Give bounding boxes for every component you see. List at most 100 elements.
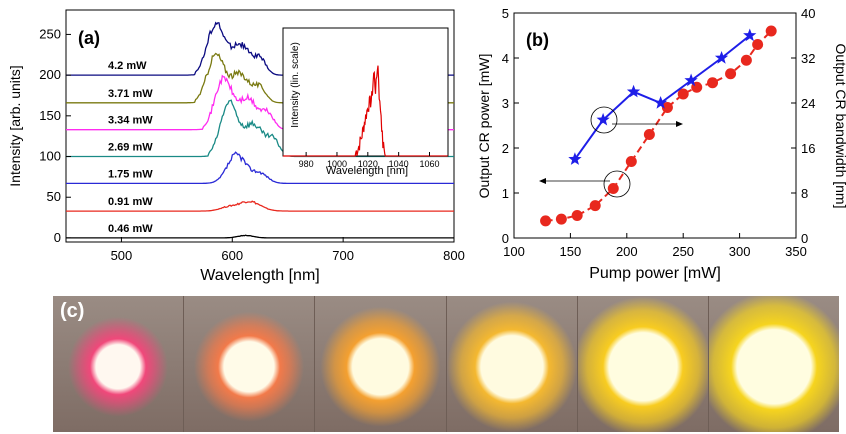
data-point bbox=[607, 183, 619, 194]
y-tick-label: 2 bbox=[502, 141, 509, 156]
x-tick-label: 250 bbox=[672, 244, 694, 259]
inset-x-tick-label: 1020 bbox=[358, 159, 378, 169]
data-point bbox=[568, 152, 582, 165]
x-tick-label: 200 bbox=[616, 244, 638, 259]
series-label: 3.71 mW bbox=[108, 88, 153, 100]
beam-photo bbox=[445, 296, 577, 432]
y2-tick-label: 24 bbox=[801, 96, 815, 111]
panel-b-chart: 100 150 200 250 300 350 0 1 2 3 4 5 0 8 16 24 32 40 Pum… bbox=[476, 6, 846, 282]
panel-a-chart: 0.46 mW 0.91 mW 1.75 mW 2.69 mW 3.34 mW 3.71 … bbox=[7, 9, 465, 284]
series-label: 1.75 mW bbox=[108, 168, 153, 180]
panel-b-y-ticks: 0 1 2 3 4 5 bbox=[502, 6, 519, 246]
y-tick-label: 5 bbox=[502, 6, 509, 21]
y-tick-label: 100 bbox=[39, 149, 61, 164]
y2-tick-label: 8 bbox=[801, 186, 808, 201]
panel-a-frame bbox=[65, 9, 455, 243]
y-tick-label: 0 bbox=[54, 230, 61, 245]
annotation-arrowhead-left bbox=[539, 178, 546, 184]
panel-a-ylabel: Intensity [arb. units] bbox=[7, 65, 23, 186]
data-point bbox=[740, 54, 752, 66]
y-tick-label: 150 bbox=[39, 108, 61, 123]
y-tick-label: 50 bbox=[47, 189, 61, 204]
spectrum-line bbox=[66, 151, 454, 185]
data-point bbox=[661, 102, 673, 113]
panel-a-xlabel: Wavelength [nm] bbox=[200, 267, 319, 284]
beam-photo bbox=[707, 296, 840, 432]
beam-photo bbox=[183, 296, 315, 432]
panel-b-xlabel: Pump power [mW] bbox=[589, 265, 721, 282]
panel-b-series-group bbox=[540, 25, 777, 227]
annotation-arrowhead-right bbox=[676, 121, 683, 127]
inset-x-tick-label: 1060 bbox=[419, 159, 439, 169]
data-point bbox=[540, 215, 552, 227]
x-tick-label: 500 bbox=[111, 248, 133, 263]
inset-x-tick-label: 980 bbox=[299, 159, 314, 169]
y2-tick-label: 16 bbox=[801, 141, 815, 156]
panel-b-ylabel: Output CR power [mW] bbox=[476, 54, 492, 199]
x-tick-label: 350 bbox=[785, 244, 807, 259]
data-point bbox=[677, 88, 689, 100]
data-point bbox=[654, 96, 668, 109]
panel-b-y2-ticks: 0 8 16 24 32 40 bbox=[791, 6, 815, 246]
spectrum-line bbox=[66, 234, 454, 239]
inset-x-tick-label: 1040 bbox=[389, 159, 409, 169]
data-point bbox=[626, 84, 641, 98]
panel-a-label: (a) bbox=[78, 28, 100, 48]
panel-c-label: (c) bbox=[60, 300, 85, 322]
inset-ylabel: Intensity (lin. scale) bbox=[290, 42, 301, 128]
x-tick-label: 800 bbox=[443, 248, 465, 263]
spectrum-line bbox=[66, 200, 454, 212]
panel-b-x-ticks: 100 150 200 250 300 350 bbox=[503, 233, 807, 259]
x-tick-label: 600 bbox=[221, 248, 243, 263]
series-label: 0.91 mW bbox=[108, 196, 153, 208]
panel-b-frame bbox=[513, 12, 797, 239]
y-tick-label: 4 bbox=[502, 51, 509, 66]
y-tick-label: 0 bbox=[502, 231, 509, 246]
x-tick-label: 300 bbox=[729, 244, 751, 259]
data-point bbox=[714, 51, 729, 64]
inset-spectrum-line bbox=[283, 65, 448, 157]
panel-a-inset: 980 1000 1020 1040 1060 Wavelength [nm] Inte… bbox=[282, 27, 449, 177]
inset-x-ticks: 980 1000 1020 1040 1060 bbox=[299, 152, 440, 169]
x-tick-label: 150 bbox=[560, 244, 582, 259]
y2-tick-label: 40 bbox=[801, 6, 815, 21]
data-point bbox=[725, 68, 737, 80]
y-tick-label: 1 bbox=[502, 186, 509, 201]
data-point bbox=[752, 39, 764, 50]
figure-charts: 0.46 mW 0.91 mW 1.75 mW 2.69 mW 3.34 mW 3.71 … bbox=[7, 6, 846, 284]
data-point bbox=[707, 77, 719, 89]
data-point bbox=[589, 200, 601, 212]
data-point bbox=[555, 213, 567, 225]
photo-strip bbox=[53, 296, 840, 432]
panel-a-x-ticks: 500 600 700 800 bbox=[111, 237, 465, 263]
annotation-circle-power bbox=[603, 170, 631, 198]
y-tick-label: 3 bbox=[502, 96, 509, 111]
series-label: 4.2 mW bbox=[108, 60, 147, 72]
beam-photo bbox=[53, 296, 184, 432]
y-tick-label: 250 bbox=[39, 26, 61, 41]
data-point bbox=[765, 25, 777, 37]
beam-photo bbox=[576, 296, 708, 432]
series-label: 2.69 mW bbox=[108, 142, 153, 154]
data-point bbox=[643, 129, 655, 140]
data-point bbox=[571, 210, 583, 221]
y-tick-label: 200 bbox=[39, 67, 61, 82]
data-point bbox=[684, 73, 698, 87]
beam-photo bbox=[314, 296, 446, 432]
annotation-circle-bandwidth bbox=[590, 106, 618, 134]
x-tick-label: 700 bbox=[332, 248, 354, 263]
panel-a-y-ticks: 0 50 100 150 200 250 bbox=[39, 26, 71, 245]
data-point bbox=[625, 156, 637, 167]
series-label: 3.34 mW bbox=[108, 115, 153, 127]
inset-x-tick-label: 1000 bbox=[327, 159, 347, 169]
data-point bbox=[743, 28, 757, 42]
y2-tick-label: 32 bbox=[801, 51, 815, 66]
series-line bbox=[545, 30, 772, 222]
y2-tick-label: 0 bbox=[801, 231, 808, 246]
inset-frame bbox=[282, 27, 449, 157]
x-tick-label: 100 bbox=[503, 244, 525, 259]
series-label: 0.46 mW bbox=[108, 223, 153, 235]
panel-a-series-labels: 0.46 mW 0.91 mW 1.75 mW 2.69 mW 3.34 mW 3.71 … bbox=[108, 60, 153, 235]
inset-xlabel: Wavelength [nm] bbox=[326, 165, 408, 177]
panel-b-y2label: Output CR bandwidth [nm] bbox=[833, 44, 846, 209]
